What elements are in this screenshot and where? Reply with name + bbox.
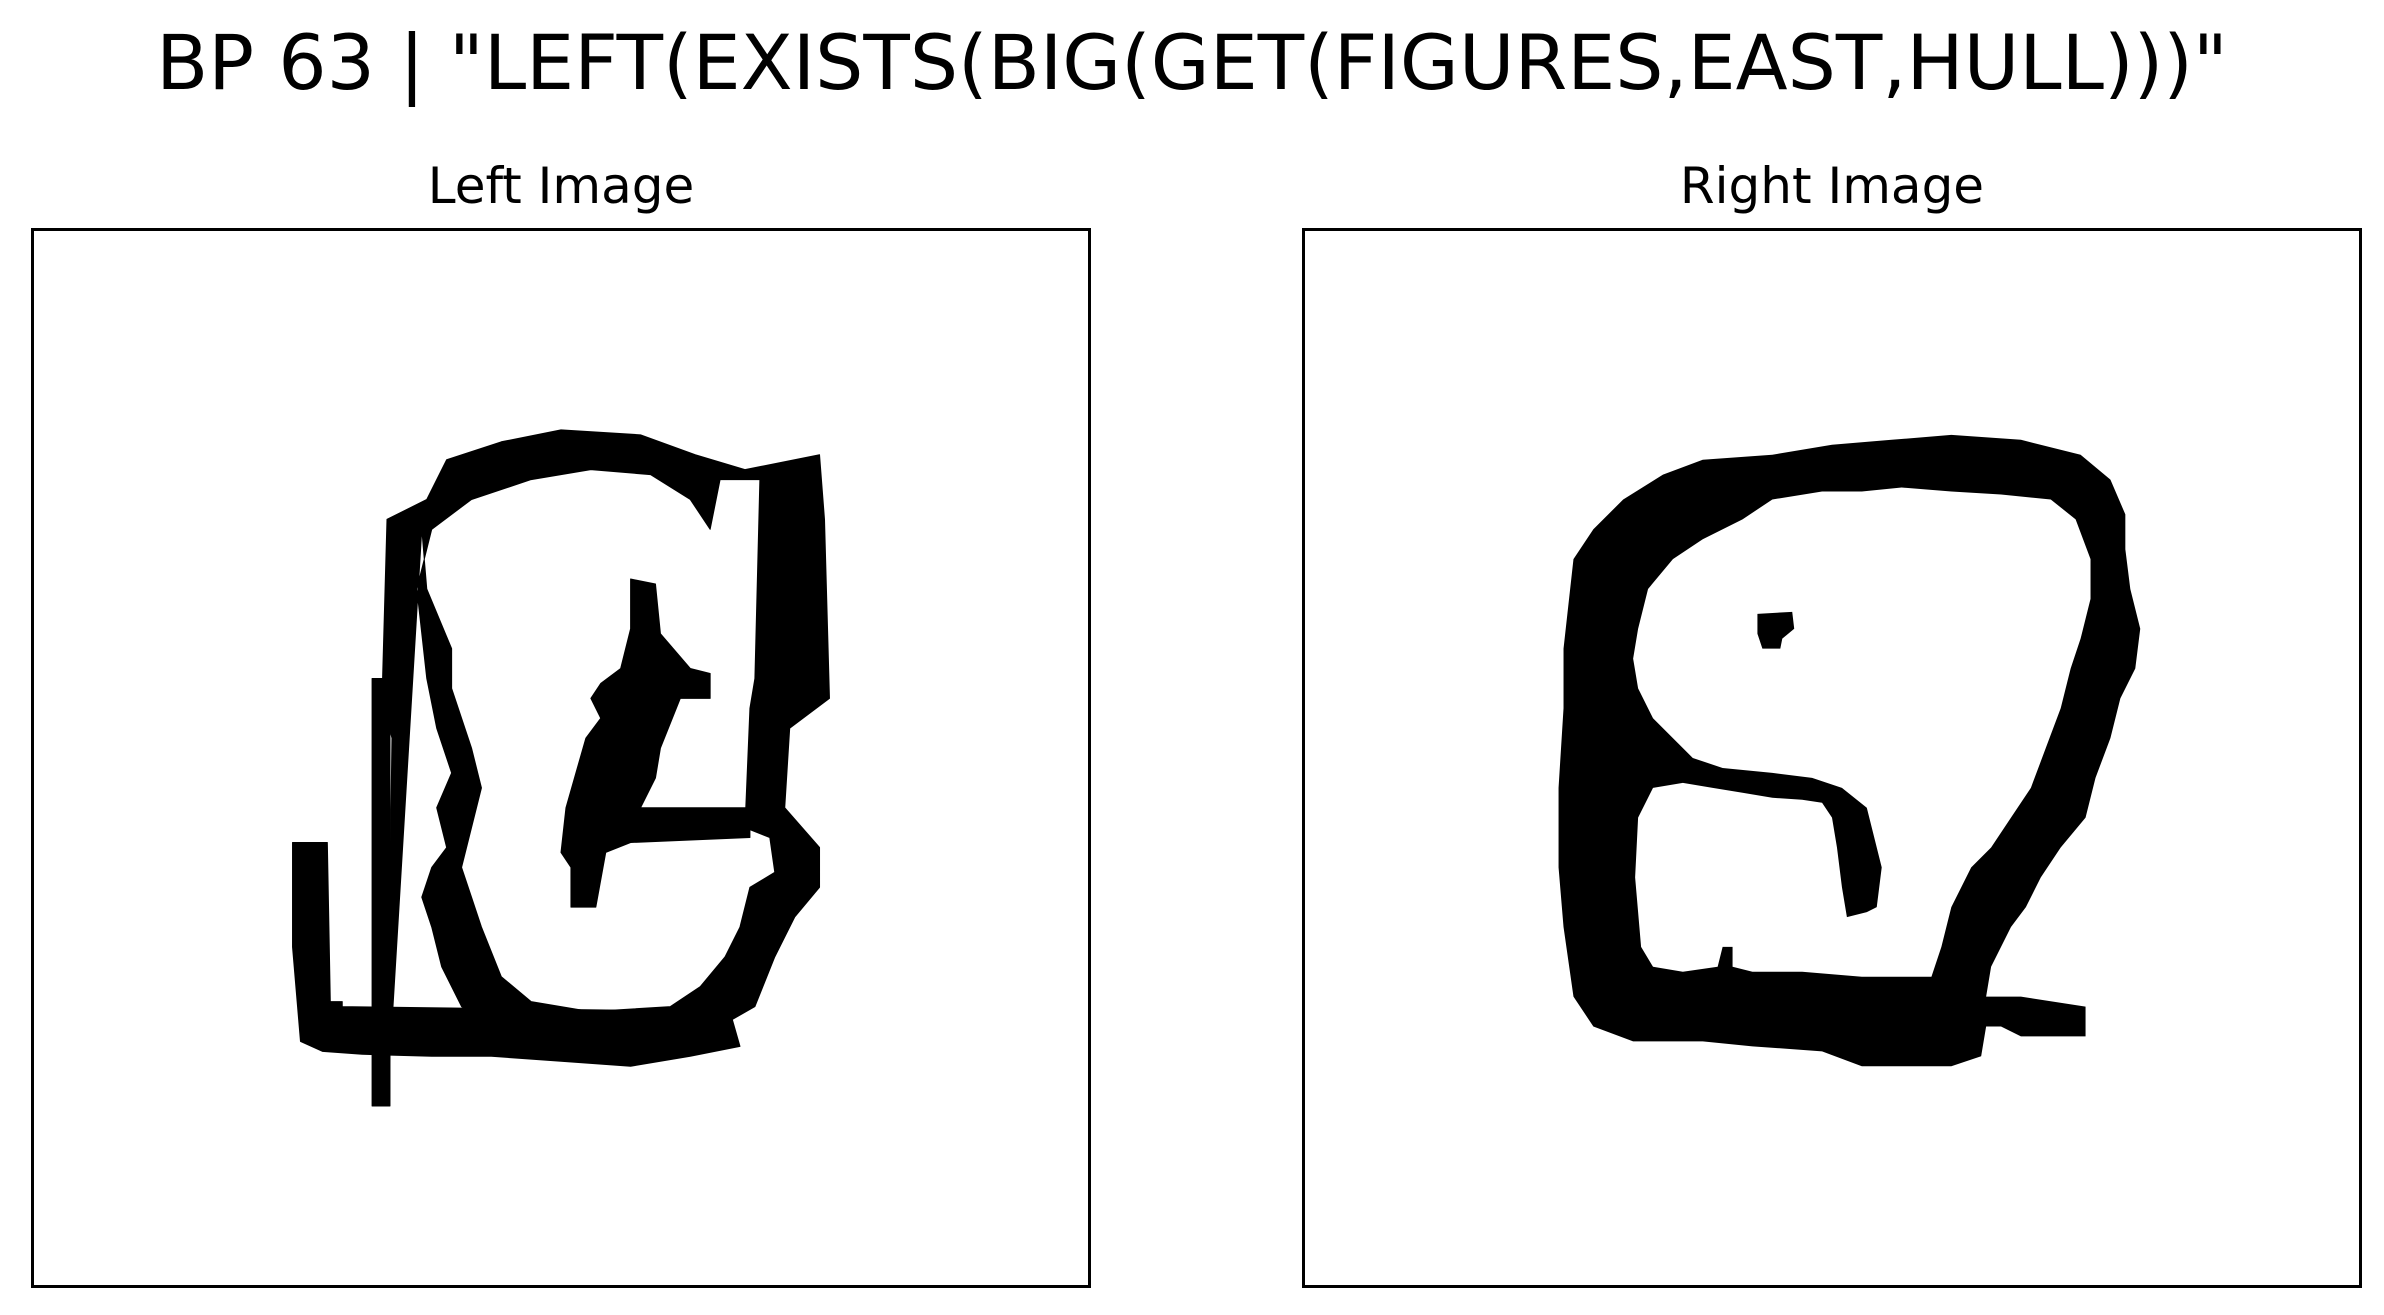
right-image-label: Right Image (1302, 156, 2362, 216)
left-image-label: Left Image (31, 156, 1091, 216)
left-figure-drawing (34, 231, 1088, 1285)
right-figure-outer-stroke (1559, 435, 2141, 1066)
right-image-panel (1302, 228, 2362, 1288)
right-figure-dot (1757, 612, 1794, 649)
right-figure-drawing (1305, 231, 2359, 1285)
problem-title: BP 63 | "LEFT(EXISTS(BIG(GET(FIGURES,EAS… (0, 18, 2384, 108)
left-figure-hook (293, 843, 740, 1067)
left-image-panel (31, 228, 1091, 1288)
left-figure-inner-stroke (561, 579, 750, 907)
